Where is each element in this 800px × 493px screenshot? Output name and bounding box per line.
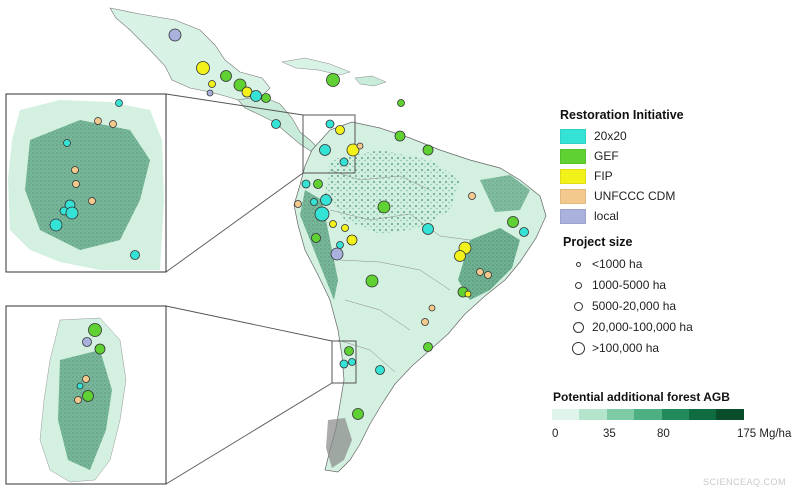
agb-ramp-step (661, 409, 689, 420)
agb-ramp-step (634, 409, 662, 420)
inset-connectors (165, 93, 333, 485)
initiative-legend-item: GEF (560, 148, 619, 164)
initiative-label: local (594, 209, 619, 223)
size-circle-icon (573, 301, 583, 311)
size-legend-item: <1000 ha (568, 256, 642, 272)
initiative-label: UNFCCC CDM (594, 189, 676, 203)
initiative-swatch (560, 208, 586, 224)
agb-ramp-step (688, 409, 717, 420)
size-label: 20,000-100,000 ha (592, 320, 693, 334)
agb-tick-80: 80 (657, 428, 670, 440)
initiative-swatch (560, 188, 586, 204)
initiative-legend-item: 20x20 (560, 128, 627, 144)
inset-colombia-forest (25, 120, 150, 250)
initiative-label: 20x20 (594, 129, 627, 143)
initiative-swatch (560, 148, 586, 164)
hispaniola-island (354, 75, 387, 87)
size-legend-title: Project size (563, 235, 633, 249)
initiative-label: GEF (594, 149, 619, 163)
amazon-forest-area (325, 150, 460, 234)
size-legend-item: 5000-20,000 ha (568, 298, 676, 314)
inset-colombia-points (49, 99, 140, 260)
agb-ramp-step (716, 409, 744, 420)
size-label: >100,000 ha (592, 341, 660, 355)
atlantic-forest-area (458, 228, 520, 300)
initiative-legend-item: FIP (560, 168, 613, 184)
agb-tick-175: 175 Mg/ha (737, 428, 792, 440)
size-circle-icon (571, 341, 585, 355)
size-label: 1000-5000 ha (592, 278, 667, 292)
initiative-label: FIP (594, 169, 613, 183)
agb-ramp-step (552, 409, 580, 420)
country-borders (329, 169, 471, 373)
size-legend-item: >100,000 ha (568, 340, 659, 356)
andes-forest-strip (300, 190, 338, 300)
agb-ramp-step (579, 409, 607, 420)
cuba-island (281, 57, 351, 76)
inset-chile-forest (58, 350, 112, 470)
size-circle-icon (575, 261, 581, 267)
patagonia-area (326, 418, 352, 468)
initiative-swatch (560, 128, 586, 144)
size-legend-item: 20,000-100,000 ha (568, 319, 693, 335)
project-points (168, 28, 529, 420)
highlight-box-chile (331, 340, 357, 384)
size-circle-icon (574, 281, 582, 289)
northeast-forest-area (480, 175, 530, 212)
agb-color-ramp (552, 409, 744, 420)
initiative-legend-item: local (560, 208, 619, 224)
initiative-swatch (560, 168, 586, 184)
size-label: 5000-20,000 ha (592, 299, 677, 313)
inset-chile-points (74, 323, 106, 404)
size-circle-icon (572, 321, 584, 333)
size-legend-item: 1000-5000 ha (568, 277, 666, 293)
initiative-legend-title: Restoration Initiative (560, 108, 684, 122)
size-label: <1000 ha (592, 257, 643, 271)
agb-tick-35: 35 (603, 428, 616, 440)
agb-ramp-step (606, 409, 635, 420)
watermark: SCIENCEAQ.COM (702, 477, 786, 487)
agb-tick-0: 0 (552, 428, 559, 440)
agb-legend-title: Potential additional forest AGB (553, 390, 730, 404)
initiative-legend-item: UNFCCC CDM (560, 188, 675, 204)
